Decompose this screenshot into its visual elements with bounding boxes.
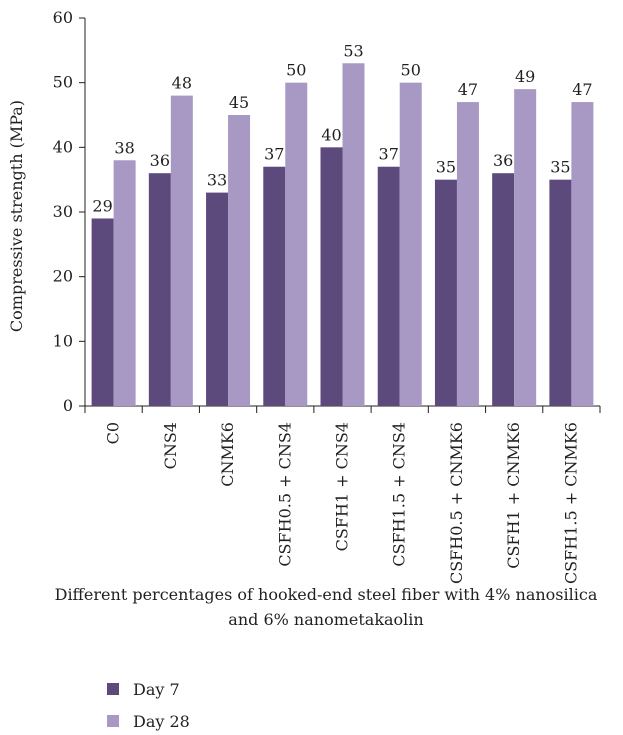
legend-swatch-day-7 (107, 683, 119, 695)
legend-swatch-day-28 (107, 715, 119, 727)
legend: Day 7 Day 28 (107, 680, 190, 731)
y-tick-label-0: 0 (63, 396, 73, 415)
data-label-day-28-c0: 38 (114, 138, 134, 157)
x-tick-label-cnmk6: CNMK6 (218, 422, 237, 487)
x-tick-label-csfh1-5-cns4: CSFH1.5 + CNS4 (390, 422, 409, 567)
bar-day-7-csfh1-cnmk6 (492, 173, 515, 406)
bar-day-28-csfh0-5-cnmk6 (456, 102, 479, 407)
data-label-day-28-csfh0-5-cns4: 50 (286, 61, 306, 80)
x-tick-label-c0: C0 (104, 422, 123, 444)
bar-day-28-csfh1-cnmk6 (514, 89, 537, 406)
x-tick-label-csfh0-5-cns4: CSFH0.5 + CNS4 (275, 422, 294, 567)
data-labels: 29 38 36 48 33 45 37 50 40 53 37 50 35 47 36 49 35 47 (92, 41, 592, 215)
data-label-day-28-cns4: 48 (172, 74, 192, 93)
y-axis-ticks: 0 10 20 30 40 50 60 (53, 8, 85, 415)
y-tick-label-50: 50 (53, 73, 73, 92)
bar-day-28-csfh1-5-cnmk6 (571, 102, 594, 407)
data-label-day-7-csfh1-cns4: 40 (321, 125, 341, 144)
bar-day-28-csfh0-5-cns4 (285, 82, 308, 407)
x-axis-title-line-1: Different percentages of hooked-end stee… (55, 585, 598, 604)
data-label-day-7-csfh1-5-cns4: 37 (379, 145, 399, 164)
bar-day-28-cns4 (170, 95, 193, 406)
y-tick-label-40: 40 (53, 137, 73, 156)
data-label-day-7-cns4: 36 (150, 151, 170, 170)
bar-day-7-csfh1-cns4 (320, 147, 343, 407)
data-label-day-28-csfh1-5-cns4: 50 (401, 61, 421, 80)
bar-day-28-csfh1-cns4 (342, 63, 365, 407)
bars (91, 63, 594, 407)
data-label-day-7-csfh0-5-cnmk6: 35 (436, 158, 456, 177)
legend-label-day-28: Day 28 (133, 712, 190, 731)
bar-day-28-cnmk6 (228, 115, 251, 406)
bar-day-7-csfh0-5-cnmk6 (434, 179, 457, 406)
data-label-day-7-cnmk6: 33 (207, 171, 227, 190)
data-label-day-28-csfh1-5-cnmk6: 47 (572, 80, 592, 99)
bar-day-28-csfh1-5-cns4 (399, 82, 422, 407)
y-tick-label-20: 20 (53, 267, 73, 286)
y-tick-label-10: 10 (53, 331, 73, 350)
bar-day-7-cns4 (148, 173, 171, 406)
bar-day-7-c0 (91, 218, 114, 406)
x-tick-label-csfh0-5-cnmk6: CSFH0.5 + CNMK6 (447, 422, 466, 584)
data-label-day-28-csfh1-cnmk6: 49 (515, 67, 535, 86)
x-axis-ticks: C0 CNS4 CNMK6 CSFH0.5 + CNS4 CSFH1 + CNS4 CSF… (84, 406, 601, 584)
data-label-day-7-c0: 29 (92, 196, 112, 215)
data-label-day-7-csfh1-cnmk6: 36 (493, 151, 513, 170)
y-tick-label-30: 30 (53, 202, 73, 221)
data-label-day-28-cnmk6: 45 (229, 93, 249, 112)
y-tick-label-60: 60 (53, 8, 73, 27)
x-tick-label-csfh1-cns4: CSFH1 + CNS4 (333, 422, 352, 551)
data-label-day-7-csfh0-5-cns4: 37 (264, 145, 284, 164)
y-axis-title: Compressive strength (MPa) (7, 100, 26, 332)
legend-label-day-7: Day 7 (133, 680, 180, 699)
x-tick-label-csfh1-cnmk6: CSFH1 + CNMK6 (504, 422, 523, 569)
bar-day-7-csfh1-5-cnmk6 (549, 179, 572, 406)
bar-day-7-cnmk6 (206, 192, 229, 406)
bar-day-7-csfh0-5-cns4 (263, 166, 286, 406)
data-label-day-28-csfh1-cns4: 53 (343, 41, 363, 60)
x-axis-title-line-2: and 6% nanometakaolin (228, 610, 423, 629)
data-label-day-7-csfh1-5-cnmk6: 35 (550, 158, 570, 177)
x-tick-label-cns4: CNS4 (161, 422, 180, 469)
bar-day-28-c0 (113, 160, 136, 406)
data-label-day-28-csfh0-5-cnmk6: 47 (458, 80, 478, 99)
x-tick-label-csfh1-5-cnmk6: CSFH1.5 + CNMK6 (561, 422, 580, 584)
bar-day-7-csfh1-5-cns4 (377, 166, 400, 406)
